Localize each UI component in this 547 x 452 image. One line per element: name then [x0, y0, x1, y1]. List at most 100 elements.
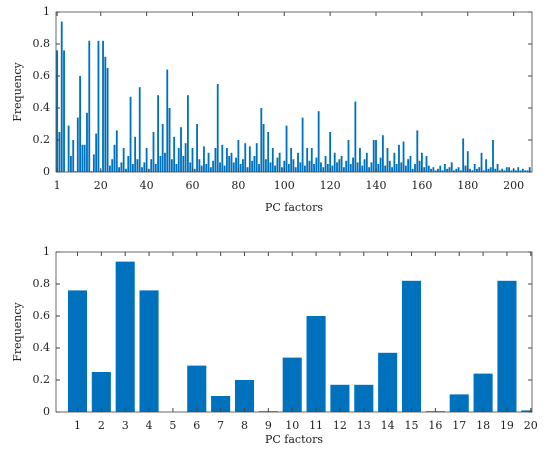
bar — [395, 164, 398, 172]
x-tick-label: 20 — [524, 419, 538, 432]
bar — [187, 365, 207, 412]
bar — [203, 146, 205, 172]
bar — [317, 111, 320, 172]
bar — [338, 159, 341, 172]
bar — [301, 117, 304, 172]
bar — [91, 372, 111, 412]
x-tick-label: 100 — [274, 179, 295, 192]
bar — [161, 124, 164, 172]
bar — [443, 164, 446, 172]
bar — [104, 56, 107, 172]
bar — [262, 124, 265, 172]
bar — [255, 143, 258, 172]
x-tick-label: 19 — [500, 419, 514, 432]
bar — [459, 170, 462, 172]
bar — [378, 352, 398, 412]
bar — [306, 148, 309, 172]
bar — [175, 164, 178, 172]
bar — [115, 261, 135, 412]
bar — [138, 87, 141, 172]
bar — [196, 124, 198, 172]
bar — [152, 132, 155, 172]
bar — [326, 164, 329, 172]
bar — [225, 148, 228, 172]
bar — [244, 143, 247, 172]
bar — [191, 148, 194, 172]
bar — [131, 164, 134, 172]
bar — [526, 170, 529, 172]
y-axis-label: Frequency — [11, 61, 24, 121]
bar — [72, 140, 75, 172]
bar — [524, 170, 527, 172]
bar — [67, 290, 88, 412]
bar — [487, 168, 490, 172]
bar — [264, 159, 267, 172]
bar — [212, 160, 215, 172]
x-tick-label: 1 — [54, 179, 61, 192]
bar — [480, 152, 483, 172]
bar — [370, 162, 373, 172]
bar — [184, 143, 187, 172]
bar — [239, 164, 242, 172]
bar — [81, 144, 84, 172]
bar — [368, 167, 371, 172]
bar — [485, 159, 488, 172]
bar — [400, 162, 403, 172]
bar — [97, 40, 100, 172]
bar — [510, 170, 513, 172]
bar — [448, 167, 451, 172]
bar — [63, 50, 65, 172]
bar — [498, 170, 501, 172]
bar — [407, 159, 410, 172]
x-tick-label: 15 — [405, 419, 419, 432]
bar — [164, 152, 166, 172]
bar — [418, 160, 421, 172]
bar — [437, 168, 439, 172]
bar — [423, 167, 426, 172]
bar — [258, 164, 260, 172]
y-tick-label: 0.6 — [33, 309, 51, 322]
x-tick-label: 120 — [320, 179, 341, 192]
bar — [271, 148, 274, 172]
bar — [147, 168, 150, 172]
bar — [521, 410, 532, 412]
bar — [69, 156, 72, 172]
bar — [216, 84, 219, 172]
bar — [347, 140, 350, 172]
bars — [67, 261, 532, 412]
x-tick-label: 11 — [309, 419, 323, 432]
bar — [76, 117, 79, 172]
axes-box — [55, 11, 533, 173]
bar — [267, 132, 270, 172]
bar — [310, 148, 313, 172]
x-tick-label: 17 — [452, 419, 466, 432]
bar — [205, 164, 208, 172]
bar — [340, 156, 343, 172]
bar — [391, 167, 393, 172]
y-tick-label: 0.6 — [33, 69, 51, 82]
bar — [308, 160, 311, 172]
bar — [402, 141, 405, 172]
y-tick-label: 0 — [43, 405, 50, 418]
bar — [253, 156, 256, 172]
bar — [515, 170, 517, 172]
bar — [363, 159, 366, 172]
bar — [306, 316, 326, 412]
bar — [143, 162, 146, 172]
bar — [129, 96, 132, 172]
bar — [375, 140, 377, 172]
bar — [372, 140, 375, 172]
bar — [122, 148, 125, 172]
bar — [381, 135, 384, 172]
bar — [221, 144, 224, 172]
bar — [455, 168, 458, 172]
bar — [56, 50, 59, 172]
x-tick-label: 200 — [503, 179, 524, 192]
bar — [276, 157, 279, 172]
bar — [274, 165, 276, 172]
bar — [141, 167, 143, 172]
bar — [457, 167, 460, 172]
x-tick-label: 3 — [122, 419, 129, 432]
bar — [359, 148, 361, 172]
